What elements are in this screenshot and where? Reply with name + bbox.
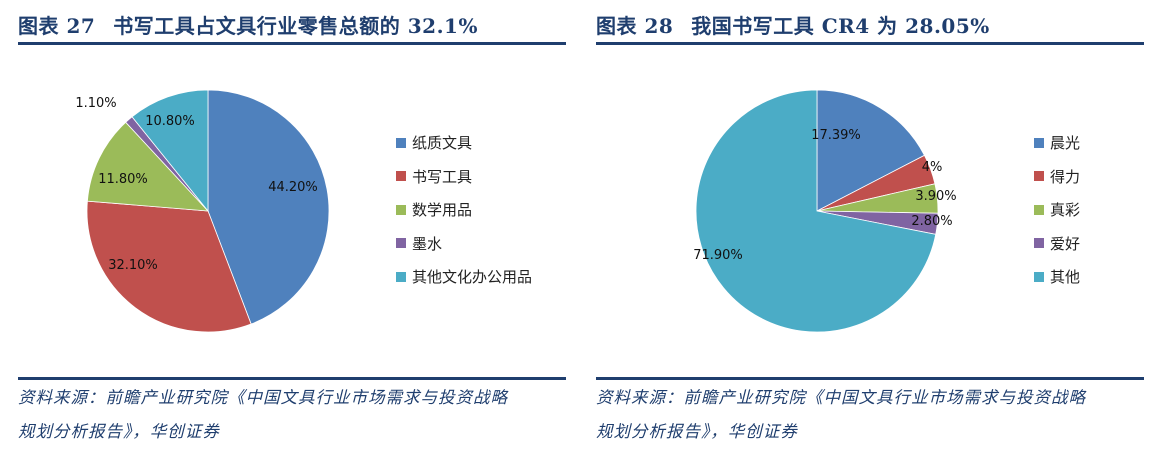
- legend-label: 其他文化办公用品: [412, 268, 533, 287]
- pie-slice: [131, 89, 209, 213]
- source-note: 资料来源：前瞻产业研究院《中国文具行业市场需求与投资战略 规划分析报告》，华创证…: [18, 381, 568, 449]
- legend-item: 得力: [1034, 160, 1080, 194]
- legend-label: 爱好: [1050, 234, 1081, 253]
- chart-panel-27: 图表 27 书写工具占文具行业零售总额的 32.1% 44.20% 32.10% 11…: [18, 0, 566, 445]
- source-line: 规划分析报告》，华创证券: [596, 422, 798, 441]
- legend-label: 晨光: [1050, 134, 1081, 153]
- legend-label: 真彩: [1050, 201, 1081, 220]
- pie-chart-27: 44.20% 32.10% 11.80% 1.10% 10.80%: [75, 89, 330, 333]
- legend-item: 数学用品: [396, 193, 532, 227]
- slice-value-label: 1.10%: [75, 96, 116, 111]
- legend-label: 得力: [1050, 167, 1081, 186]
- legend-item: 书写工具: [396, 160, 532, 194]
- pie-slice: [695, 89, 937, 333]
- legend-label: 其他: [1050, 268, 1081, 287]
- legend-swatch: [396, 271, 406, 282]
- pie-chart-28: 17.39% 4% 3.90% 2.80% 71.90%: [693, 89, 957, 333]
- slice-value-label: 3.90%: [915, 189, 956, 204]
- legend-swatch: [1034, 238, 1044, 249]
- legend-swatch: [1034, 171, 1044, 182]
- legend-item: 真彩: [1034, 193, 1080, 227]
- title-text: 我国书写工具 CR4 为 28.05%: [691, 14, 990, 38]
- source-note: 资料来源：前瞻产业研究院《中国文具行业市场需求与投资战略 规划分析报告》，华创证…: [596, 381, 1146, 449]
- legend-swatch: [1034, 137, 1044, 148]
- legend-item: 纸质文具: [396, 126, 532, 160]
- source-line: 资料来源：前瞻产业研究院《中国文具行业市场需求与投资战略: [596, 388, 1086, 407]
- pie-slice: [207, 89, 330, 325]
- title-rule: [596, 42, 1144, 45]
- legend-label: 数学用品: [412, 201, 473, 220]
- legend-label: 墨水: [412, 234, 443, 253]
- figure-number: 图表 27: [18, 14, 96, 38]
- source-line: 资料来源：前瞻产业研究院《中国文具行业市场需求与投资战略: [18, 388, 508, 407]
- source-rule: [18, 377, 566, 380]
- slice-value-label: 71.90%: [693, 248, 743, 263]
- chart-title: 图表 28 我国书写工具 CR4 为 28.05%: [596, 10, 990, 39]
- source-line: 规划分析报告》，华创证券: [18, 422, 220, 441]
- slice-value-label: 4%: [922, 160, 943, 175]
- slice-value-label: 11.80%: [98, 172, 148, 187]
- legend: 纸质文具 书写工具 数学用品 墨水 其他文化办公用品: [396, 126, 532, 294]
- legend: 晨光 得力 真彩 爱好 其他: [1034, 126, 1080, 294]
- slice-value-label: 17.39%: [811, 128, 861, 143]
- legend-label: 书写工具: [412, 167, 473, 186]
- slice-value-label: 10.80%: [145, 114, 195, 129]
- legend-swatch: [396, 171, 406, 182]
- legend-item: 其他文化办公用品: [396, 260, 532, 294]
- pie-slice: [86, 200, 252, 333]
- source-rule: [596, 377, 1144, 380]
- legend-swatch: [1034, 271, 1044, 282]
- legend-swatch: [1034, 204, 1044, 215]
- legend-item: 墨水: [396, 227, 532, 261]
- slice-value-label: 44.20%: [268, 180, 318, 195]
- pie-slice: [816, 89, 925, 212]
- legend-item: 晨光: [1034, 126, 1080, 160]
- slice-value-label: 2.80%: [911, 214, 952, 229]
- pie-slice: [86, 121, 209, 212]
- legend-item: 其他: [1034, 260, 1080, 294]
- legend-label: 纸质文具: [412, 134, 473, 153]
- figure-number: 图表 28: [596, 14, 674, 38]
- title-text: 书写工具占文具行业零售总额的 32.1%: [113, 14, 478, 38]
- legend-swatch: [396, 204, 406, 215]
- slice-value-label: 32.10%: [108, 258, 158, 273]
- legend-swatch: [396, 137, 406, 148]
- title-rule: [18, 42, 566, 45]
- chart-title: 图表 27 书写工具占文具行业零售总额的 32.1%: [18, 10, 478, 39]
- chart-panel-28: 图表 28 我国书写工具 CR4 为 28.05% 17.39% 4% 3.90% 2.…: [596, 0, 1144, 445]
- legend-item: 爱好: [1034, 227, 1080, 261]
- legend-swatch: [396, 238, 406, 249]
